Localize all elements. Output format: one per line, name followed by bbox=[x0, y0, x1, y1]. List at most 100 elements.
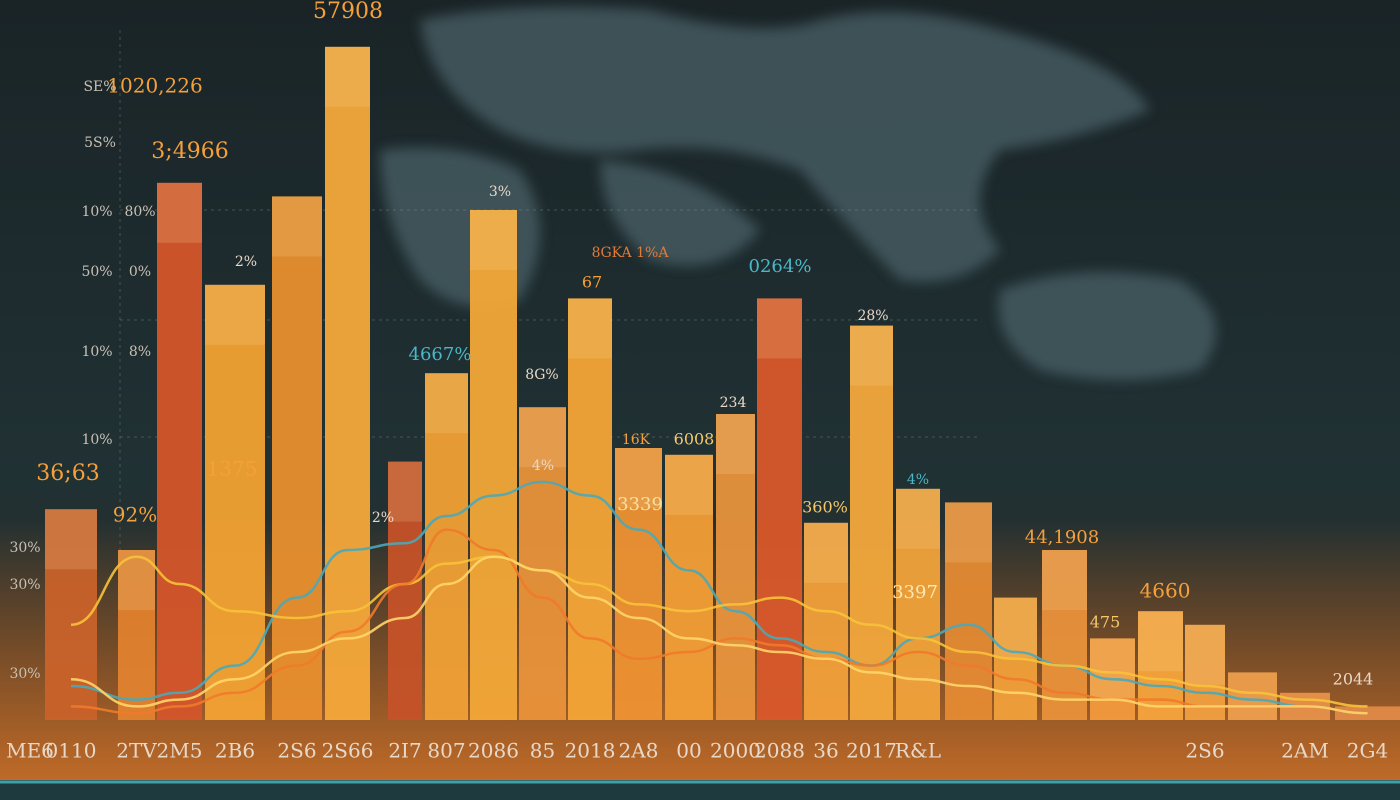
bar-shine bbox=[45, 509, 97, 570]
side-label: 30% bbox=[9, 540, 40, 556]
bar-shine bbox=[615, 448, 662, 508]
bar bbox=[1228, 672, 1277, 720]
x-tick-label: R&L bbox=[895, 739, 941, 763]
annotation: 360% bbox=[802, 498, 848, 517]
bar-shine bbox=[1185, 624, 1225, 685]
bar bbox=[716, 414, 755, 720]
bar-shine bbox=[118, 550, 155, 610]
annotation: 28% bbox=[857, 308, 888, 324]
annotation: 92% bbox=[113, 503, 157, 527]
bar-shine bbox=[716, 414, 755, 474]
x-tick-label: 2G4 bbox=[1347, 739, 1388, 763]
annotation: 234 bbox=[720, 395, 747, 411]
x-tick-label: 2088 bbox=[754, 739, 805, 763]
bar bbox=[804, 522, 848, 720]
bar-shine bbox=[804, 522, 848, 583]
side-label: 30% bbox=[9, 666, 40, 682]
annotation: 3397 bbox=[892, 582, 938, 603]
bar-shine bbox=[1090, 638, 1135, 699]
x-tick-label: 2S6 bbox=[277, 739, 316, 763]
line-series bbox=[70, 480, 1368, 715]
annotation: 3% bbox=[489, 184, 511, 200]
footer-strip bbox=[0, 780, 1400, 800]
bar-shine bbox=[568, 298, 612, 359]
annotation: 2% bbox=[372, 510, 394, 526]
annotation: 4% bbox=[907, 472, 929, 488]
line-series bbox=[70, 555, 1368, 715]
bar-shine bbox=[665, 454, 713, 515]
bar bbox=[272, 196, 322, 720]
x-tick-label: 00 bbox=[676, 739, 701, 763]
x-tick-label: 807 bbox=[427, 739, 465, 763]
x-label: ME6 bbox=[6, 739, 54, 763]
x-tick-label: 2A8 bbox=[619, 739, 659, 763]
bar bbox=[470, 210, 517, 720]
x-tick-label: 2086 bbox=[468, 739, 519, 763]
bar-shine bbox=[325, 46, 370, 107]
annotation: 16K bbox=[622, 432, 651, 448]
bar-shine bbox=[519, 407, 566, 468]
side-label: 80% bbox=[124, 204, 155, 220]
x-tick-label: 2I7 bbox=[388, 739, 421, 763]
annotation: 2044 bbox=[1333, 670, 1374, 689]
annotation: 44,1908 bbox=[1025, 527, 1099, 548]
bar-shine bbox=[205, 284, 265, 345]
bar-shine bbox=[1228, 672, 1277, 720]
side-label: 10% bbox=[81, 344, 112, 360]
annotation: 8G% bbox=[525, 367, 558, 383]
side-label: 30% bbox=[9, 577, 40, 593]
bar bbox=[615, 448, 662, 720]
bar bbox=[519, 407, 566, 720]
line-series bbox=[70, 555, 1368, 708]
x-tick-label: 2017 bbox=[846, 739, 897, 763]
bar bbox=[388, 461, 422, 720]
bar bbox=[425, 373, 468, 720]
annotation: 4667% bbox=[409, 344, 472, 365]
side-label: 8% bbox=[129, 344, 151, 360]
bar-shine bbox=[757, 298, 802, 359]
bar bbox=[665, 454, 713, 720]
x-tick-label: 2M5 bbox=[157, 739, 203, 763]
annotation: 8GKA 1%A bbox=[592, 245, 670, 261]
annotation: 36;63 bbox=[36, 461, 99, 486]
side-label: 10% bbox=[81, 204, 112, 220]
bar bbox=[157, 182, 202, 721]
bar bbox=[325, 46, 370, 721]
bar-shine bbox=[1138, 611, 1183, 672]
x-tick-label: 2TV bbox=[116, 739, 157, 763]
x-tick-label: 2B6 bbox=[215, 739, 255, 763]
bar bbox=[850, 325, 893, 720]
side-label: 0% bbox=[129, 264, 151, 280]
annotation: 67 bbox=[582, 273, 602, 292]
side-label: 1020,226 bbox=[107, 74, 202, 98]
annotation: 475 bbox=[1090, 613, 1121, 632]
bar-shine bbox=[388, 461, 422, 522]
world-map bbox=[380, 6, 1216, 380]
bar bbox=[118, 550, 155, 720]
bar-shine bbox=[994, 597, 1037, 658]
x-tick-label: 2018 bbox=[565, 739, 616, 763]
bar-shine bbox=[425, 373, 468, 434]
side-label: 50% bbox=[81, 264, 112, 280]
annotation: 3339 bbox=[617, 494, 663, 515]
bar-shine bbox=[1042, 550, 1087, 610]
x-tick-label: 2S6 bbox=[1185, 739, 1224, 763]
side-label: SE% bbox=[83, 79, 116, 95]
bar bbox=[568, 298, 612, 720]
side-label: 10% bbox=[81, 432, 112, 448]
bar-shine bbox=[945, 502, 992, 563]
side-label: 5S% bbox=[84, 135, 116, 151]
annotation: 4% bbox=[532, 458, 554, 474]
x-tick-label: 2AM bbox=[1281, 739, 1329, 763]
bar-shine bbox=[157, 182, 202, 243]
bar-shine bbox=[850, 325, 893, 386]
bar-shine bbox=[470, 210, 517, 270]
annotation: 4660 bbox=[1140, 579, 1191, 603]
annotation: 1375 bbox=[207, 457, 258, 481]
x-tick-label: 36 bbox=[813, 739, 838, 763]
bar bbox=[205, 284, 265, 720]
x-tick-label: 2S66 bbox=[322, 739, 374, 763]
x-tick-label: 85 bbox=[530, 739, 555, 763]
bar bbox=[757, 298, 802, 720]
